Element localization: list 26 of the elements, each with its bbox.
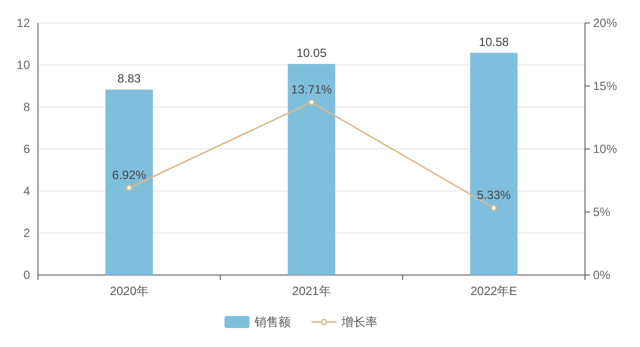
legend-label: 增长率 [340,315,378,329]
y-tick-label: 2 [23,226,30,240]
point [126,184,132,192]
legend-label: 销售额 [254,315,290,329]
data-label: 13.71% [291,82,332,96]
data-label: 10.05 [296,46,327,60]
x-tick-label: 2021年 [292,284,331,298]
data-label: 5.33% [476,188,512,202]
point [308,99,315,106]
y-tick-label: 0 [23,268,30,282]
data-label: 8.83 [117,72,142,86]
y-tick-label: 10 [16,58,30,72]
y2-tick-label: 15% [593,79,618,93]
y-tick-label: 6 [23,142,30,156]
data-label: 10.58 [478,34,510,49]
y2-tick-label: 5% [593,205,611,219]
x-tick-label: 2022年E [470,284,518,298]
point [490,204,498,212]
y-tick-label: 4 [23,184,30,198]
y-tick-label: 12 [16,16,30,30]
data-label: 6.92% [112,168,147,182]
y2-tick-label: 10% [593,142,618,156]
x-tick-label: 2020年 [110,284,149,298]
y2-tick-label: 20% [593,16,618,30]
y2-tick-label: 0% [593,268,611,282]
y-tick-label: 8 [23,100,30,114]
